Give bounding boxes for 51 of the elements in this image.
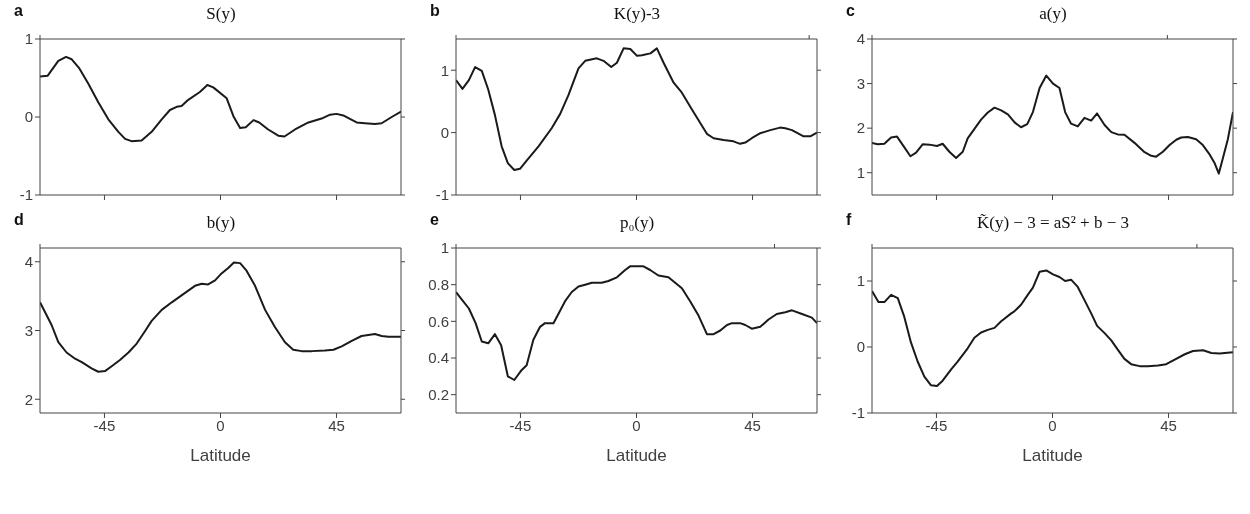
x-axis-title: Latitude xyxy=(190,446,251,465)
y-tick-label: 0.4 xyxy=(428,349,449,367)
text: d xyxy=(14,211,24,229)
y-tick-label: 0 xyxy=(440,123,449,141)
line-series xyxy=(456,265,817,381)
line-series xyxy=(872,269,1233,387)
chart-title: a(y) xyxy=(1038,4,1068,24)
y-tick-label: 4 xyxy=(24,253,33,271)
chart-title: b(y) xyxy=(205,213,237,233)
chart-title: K̃(y) − 3 = aS² + b − 3 xyxy=(975,213,1130,233)
x-axis-title: Latitude xyxy=(606,446,667,465)
x-tick-label: 0 xyxy=(216,416,225,434)
y-tick-label: 3 xyxy=(24,321,33,339)
text: b xyxy=(430,2,440,20)
y-tick-label: -1 xyxy=(435,186,449,204)
x-tick-label: 45 xyxy=(744,416,761,434)
x-tick-label: 45 xyxy=(1160,416,1177,434)
x-tick-label: 45 xyxy=(328,416,345,434)
y-tick-label: 1 xyxy=(856,272,865,290)
text: c xyxy=(846,2,855,20)
line-series xyxy=(456,47,817,172)
y-tick-label: 2 xyxy=(856,119,865,137)
y-tick-label: 1 xyxy=(440,61,449,79)
y-tick-label: 0.6 xyxy=(428,312,449,330)
chart-title: K(y)-3 xyxy=(612,4,662,24)
y-tick-label: 1 xyxy=(24,30,33,48)
y-tick-label: 0.8 xyxy=(428,275,449,293)
x-tick-label: 0 xyxy=(632,416,641,434)
line-series xyxy=(40,261,401,373)
y-tick-label: 0 xyxy=(856,338,865,356)
line-series xyxy=(872,74,1233,175)
y-tick-label: -1 xyxy=(851,404,865,422)
x-axis-title: Latitude xyxy=(1022,446,1083,465)
y-tick-label: 1 xyxy=(440,239,449,257)
y-tick-label: 4 xyxy=(856,30,865,48)
x-tick-label: 0 xyxy=(1048,416,1057,434)
chart-title: S(y) xyxy=(205,4,237,24)
x-tick-label: -45 xyxy=(509,416,532,434)
chart-title: p₀(y) xyxy=(618,213,656,233)
y-tick-label: 0.2 xyxy=(428,385,449,403)
y-tick-label: -1 xyxy=(19,186,33,204)
text: f xyxy=(846,211,852,229)
text: e xyxy=(430,211,439,229)
y-tick-label: 3 xyxy=(856,74,865,92)
y-tick-label: 1 xyxy=(856,164,865,182)
y-tick-label: 2 xyxy=(24,390,33,408)
x-tick-label: -45 xyxy=(93,416,116,434)
x-tick-label: -45 xyxy=(925,416,948,434)
y-tick-label: 0 xyxy=(24,108,33,126)
line-series xyxy=(40,55,401,143)
text: a xyxy=(14,2,23,20)
